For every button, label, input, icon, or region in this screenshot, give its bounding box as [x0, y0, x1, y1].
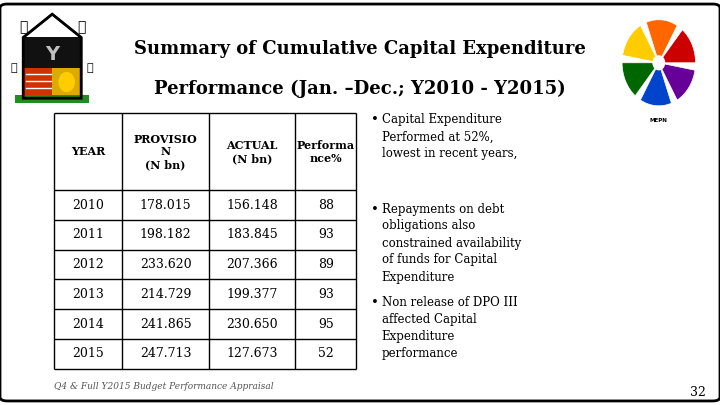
Text: 198.182: 198.182 — [140, 228, 192, 241]
Text: Q4 & Full Y2015 Budget Performance Appraisal: Q4 & Full Y2015 Budget Performance Appra… — [54, 382, 274, 391]
Polygon shape — [15, 95, 89, 103]
Wedge shape — [641, 63, 671, 106]
Text: •: • — [371, 296, 379, 309]
Polygon shape — [23, 38, 53, 68]
Text: 93: 93 — [318, 228, 334, 241]
Text: 199.377: 199.377 — [226, 288, 278, 301]
Text: Performance (Jan. –Dec.; Y2010 - Y2015): Performance (Jan. –Dec.; Y2010 - Y2015) — [154, 80, 566, 98]
Text: 95: 95 — [318, 318, 333, 330]
Text: 2010: 2010 — [72, 199, 104, 212]
Text: 🌴: 🌴 — [77, 20, 86, 34]
Wedge shape — [659, 30, 696, 63]
Text: PROVISIO
N
(N bn): PROVISIO N (N bn) — [134, 134, 197, 170]
Text: 183.845: 183.845 — [226, 228, 278, 241]
Text: 241.865: 241.865 — [140, 318, 192, 330]
Text: •: • — [371, 202, 379, 215]
Text: Non release of DPO III
affected Capital
Expenditure
performance: Non release of DPO III affected Capital … — [382, 296, 518, 360]
Text: 230.650: 230.650 — [226, 318, 278, 330]
Text: MEPN: MEPN — [650, 119, 667, 124]
Text: 178.015: 178.015 — [140, 199, 192, 212]
Text: 88: 88 — [318, 199, 334, 212]
Text: 2012: 2012 — [72, 258, 104, 271]
Wedge shape — [659, 63, 695, 100]
Polygon shape — [53, 68, 81, 98]
Text: 🐎: 🐎 — [87, 63, 94, 73]
Text: 2015: 2015 — [72, 347, 104, 360]
Wedge shape — [623, 26, 659, 63]
FancyBboxPatch shape — [0, 4, 720, 401]
Wedge shape — [647, 20, 677, 63]
Text: Performa
nce%: Performa nce% — [297, 140, 355, 164]
Polygon shape — [23, 68, 53, 98]
Text: 52: 52 — [318, 347, 333, 360]
Text: Summary of Cumulative Capital Expenditure: Summary of Cumulative Capital Expenditur… — [134, 40, 586, 58]
Text: Y: Y — [45, 45, 59, 64]
Text: 93: 93 — [318, 288, 334, 301]
Text: 127.673: 127.673 — [226, 347, 278, 360]
Text: 233.620: 233.620 — [140, 258, 192, 271]
Text: 156.148: 156.148 — [226, 199, 278, 212]
Text: 247.713: 247.713 — [140, 347, 192, 360]
Text: 2014: 2014 — [72, 318, 104, 330]
Text: Repayments on debt
obligations also
constrained availability
of funds for Capita: Repayments on debt obligations also cons… — [382, 202, 521, 284]
Text: •: • — [371, 113, 379, 126]
Text: 2013: 2013 — [72, 288, 104, 301]
Text: 214.729: 214.729 — [140, 288, 192, 301]
Text: 2011: 2011 — [72, 228, 104, 241]
Text: 32: 32 — [690, 386, 706, 399]
Text: Capital Expenditure
Performed at 52%,
lowest in recent years,: Capital Expenditure Performed at 52%, lo… — [382, 113, 517, 160]
Text: 207.366: 207.366 — [226, 258, 278, 271]
Text: ACTUAL
(N bn): ACTUAL (N bn) — [226, 140, 278, 164]
Polygon shape — [23, 14, 81, 98]
Text: 🌴: 🌴 — [19, 20, 27, 34]
Text: 🐎: 🐎 — [11, 63, 17, 73]
Wedge shape — [622, 63, 659, 96]
Text: YEAR: YEAR — [71, 146, 105, 158]
Circle shape — [58, 72, 75, 92]
Polygon shape — [53, 38, 81, 68]
Text: 89: 89 — [318, 258, 334, 271]
Circle shape — [652, 55, 665, 70]
